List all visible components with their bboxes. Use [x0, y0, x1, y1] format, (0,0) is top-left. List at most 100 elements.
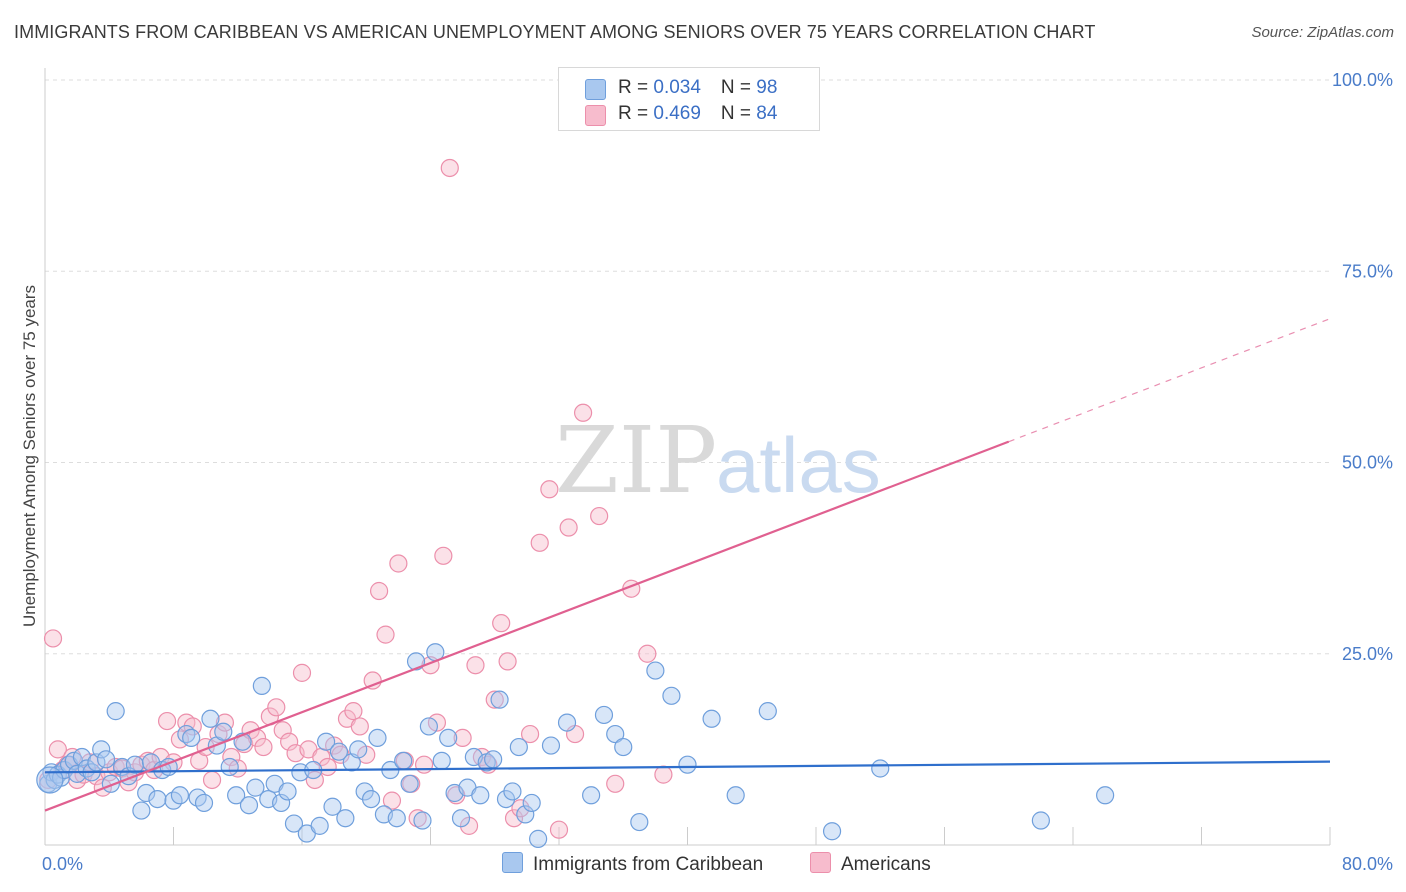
- immigrants-point: [594, 705, 614, 725]
- americans-point: [485, 690, 504, 709]
- legend-n-label: N =: [720, 103, 757, 124]
- immigrants-point: [509, 737, 528, 757]
- legend-text: R = 0.034 N = 98: [618, 77, 777, 99]
- x-tick-label: 0.0%: [42, 854, 83, 874]
- immigrants-point: [871, 759, 890, 778]
- bottom-legend-swatch-blue: [502, 852, 523, 873]
- americans-point: [434, 546, 453, 565]
- immigrants-point: [361, 789, 381, 809]
- legend-n-value: 98: [756, 77, 778, 98]
- americans-point: [638, 644, 657, 663]
- americans-point: [504, 809, 524, 828]
- series-immigrants-from-caribbean: [36, 643, 1115, 848]
- americans-trend-line: [44, 440, 1010, 812]
- americans-point: [511, 799, 530, 818]
- immigrants-point: [246, 778, 265, 797]
- immigrants-point: [432, 751, 451, 770]
- immigrants-point: [336, 809, 355, 828]
- immigrants-point: [400, 774, 419, 793]
- americans-point: [606, 774, 625, 793]
- trend-lines: [44, 318, 1331, 812]
- americans-point: [492, 614, 511, 633]
- americans-point: [273, 721, 292, 740]
- americans-point: [350, 717, 369, 736]
- source-label: Source: ZipAtlas.com: [1251, 24, 1394, 41]
- immigrants-point-large: [36, 766, 64, 794]
- immigrants-point: [194, 793, 214, 813]
- immigrants-point: [484, 750, 503, 769]
- immigrants-point: [678, 755, 697, 774]
- immigrants-point: [471, 786, 490, 805]
- americans-point: [254, 737, 273, 757]
- immigrants-point: [630, 812, 649, 832]
- americans-point: [370, 581, 389, 601]
- watermark: ZIP atlas: [555, 407, 881, 514]
- bottom-legend-americans: Americans: [810, 852, 931, 876]
- bottom-legend-swatch-pink: [810, 852, 831, 873]
- immigrants-point: [1031, 811, 1050, 830]
- immigrants-point: [329, 742, 349, 761]
- americans-point: [48, 740, 67, 759]
- immigrants-point: [278, 782, 297, 801]
- x-tick-label: 80.0%: [1342, 854, 1393, 874]
- americans-point: [440, 158, 459, 178]
- immigrants-point: [503, 782, 522, 801]
- immigrants-point: [252, 676, 271, 695]
- americans-point: [376, 625, 395, 644]
- immigrants-point: [606, 724, 625, 744]
- immigrants-point: [132, 801, 151, 820]
- americans-point: [382, 791, 402, 810]
- americans-point: [654, 765, 673, 784]
- immigrants-point: [92, 740, 111, 759]
- americans-point: [408, 809, 427, 828]
- immigrants-point: [646, 661, 665, 680]
- immigrants-point: [662, 686, 681, 705]
- immigrants-point: [316, 732, 336, 751]
- y-tick-label: 50.0%: [1342, 453, 1393, 473]
- legend-r-label: R =: [618, 77, 654, 98]
- immigrants-point: [368, 728, 387, 748]
- americans-point: [202, 770, 222, 790]
- y-tick-label: 25.0%: [1342, 644, 1393, 664]
- immigrants-point: [439, 728, 458, 748]
- immigrants-point: [451, 809, 471, 828]
- americans-point: [318, 757, 337, 777]
- immigrants-point: [239, 796, 259, 815]
- immigrants-point: [106, 702, 125, 721]
- immigrants-point: [125, 755, 145, 774]
- americans-point: [267, 698, 286, 717]
- americans-point: [43, 629, 63, 648]
- americans-point: [344, 702, 363, 721]
- immigrants-point: [148, 789, 167, 809]
- immigrants-point: [96, 750, 116, 769]
- americans-point: [157, 711, 177, 731]
- immigrants-point: [349, 740, 368, 759]
- immigrants-point: [726, 786, 745, 805]
- immigrants-point: [516, 805, 535, 824]
- legend-swatch-blue: [585, 79, 606, 100]
- chart-title: IMMIGRANTS FROM CARIBBEAN VS AMERICAN UN…: [14, 22, 1096, 42]
- americans-point: [590, 506, 609, 526]
- immigrants-point: [201, 709, 220, 728]
- immigrants-point: [522, 793, 541, 813]
- americans-point: [520, 724, 540, 744]
- legend-r-value: 0.034: [653, 77, 701, 98]
- americans-point: [389, 554, 408, 573]
- immigrants-point: [214, 722, 233, 741]
- immigrants-point: [227, 786, 246, 805]
- immigrants-point: [614, 737, 633, 757]
- legend: R = 0.034 N = 98 R = 0.469 N = 84: [558, 67, 820, 131]
- immigrants-point: [419, 717, 438, 736]
- immigrants-point: [310, 816, 329, 835]
- immigrants-point: [323, 797, 342, 816]
- immigrants-point: [406, 652, 426, 671]
- americans-point: [453, 728, 472, 748]
- bottom-legend-label: Immigrants from Caribbean: [533, 854, 764, 875]
- immigrants-point: [137, 783, 156, 803]
- immigrants-point: [413, 811, 432, 830]
- americans-point: [292, 663, 312, 682]
- immigrants-point: [284, 814, 304, 833]
- immigrants-point: [387, 809, 406, 828]
- immigrants-point: [702, 709, 721, 728]
- americans-point: [573, 403, 593, 422]
